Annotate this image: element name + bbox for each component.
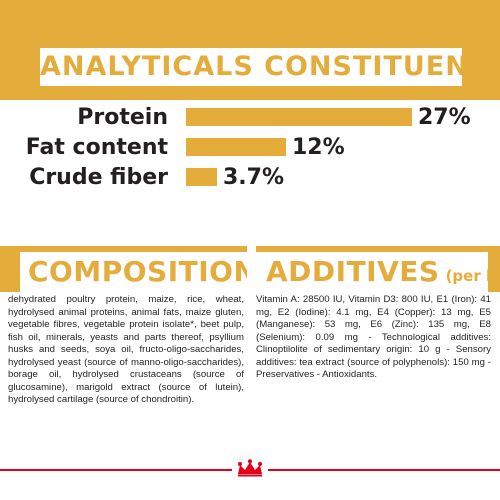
- additives-text: Vitamin A: 28500 IU, Vitamin D3: 800 IU,…: [256, 294, 491, 380]
- chart-row: Protein 27%: [0, 103, 500, 133]
- chart-bar: [186, 138, 286, 156]
- composition-title: COMPOSITION: [28, 255, 247, 288]
- composition-text: dehydrated poultry protein, maize, rice,…: [8, 294, 244, 405]
- footer-line-right: [268, 469, 500, 471]
- composition-header: COMPOSITION: [20, 252, 247, 292]
- chart-row: Crude fiber 3.7%: [0, 163, 500, 193]
- additives-title: ADDITIVES: [266, 255, 440, 288]
- chart-bar: [186, 168, 217, 186]
- chart-category-label: Protein: [77, 105, 168, 130]
- royal-canin-crown-logo-icon: [238, 459, 262, 477]
- chart-value-label: 12%: [292, 135, 345, 160]
- chart-value-label: 27%: [418, 105, 471, 130]
- chart-category-label: Crude fiber: [29, 165, 168, 190]
- chart-category-label: Fat content: [25, 135, 168, 160]
- footer-line-left: [0, 469, 232, 471]
- additives-header: ADDITIVES (per kg): [256, 252, 488, 292]
- page-title: ANALYTICALS CONSTITUENTS: [40, 48, 462, 86]
- additives-unit: (per kg): [445, 267, 488, 285]
- chart-value-label: 3.7%: [223, 165, 285, 190]
- chart-row: Fat content 12%: [0, 133, 500, 163]
- chart-bar: [186, 108, 412, 126]
